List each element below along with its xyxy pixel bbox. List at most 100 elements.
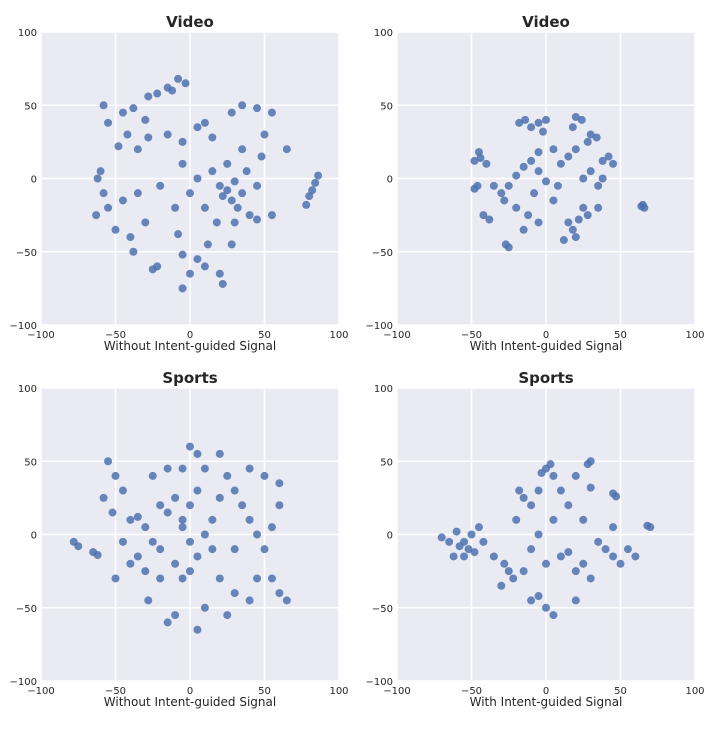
data-point (200, 603, 209, 612)
data-point (129, 104, 138, 113)
data-point (534, 486, 543, 495)
data-point (141, 218, 150, 227)
data-point (238, 101, 247, 110)
data-point (521, 115, 530, 124)
data-point (564, 218, 573, 227)
data-point (74, 542, 83, 551)
data-point (186, 567, 194, 576)
data-point (99, 493, 108, 502)
data-point (470, 548, 479, 557)
scatter-plot: −100−100 −50 −50 0 0 50 50 100 100 Video Without I… (10, 13, 349, 353)
data-point (208, 133, 217, 142)
x-tick-label: 50 (258, 686, 271, 697)
data-point (253, 215, 262, 224)
data-point (549, 196, 558, 205)
y-tick-label: −100 (10, 321, 37, 332)
data-point (230, 589, 239, 598)
data-point (245, 211, 254, 220)
data-point (556, 159, 565, 168)
y-tick-label: 0 (387, 175, 393, 186)
data-point (534, 167, 543, 176)
data-point (556, 552, 565, 561)
data-point (174, 74, 183, 83)
data-point (227, 240, 236, 249)
data-point (144, 133, 153, 142)
data-point (497, 189, 506, 198)
x-tick-label: −50 (105, 686, 126, 697)
data-point (153, 262, 162, 271)
data-point (163, 464, 172, 473)
y-tick-label: 100 (18, 384, 37, 395)
data-point (104, 203, 113, 212)
data-point (93, 551, 102, 560)
data-point (534, 148, 543, 157)
y-tick-label: 100 (374, 28, 393, 39)
data-point (111, 574, 120, 583)
data-point (568, 225, 577, 234)
data-point (542, 603, 550, 612)
x-tick-label: 100 (685, 686, 704, 697)
data-point (178, 137, 187, 146)
data-point (168, 86, 177, 95)
data-point (504, 567, 513, 576)
data-point (267, 108, 276, 117)
x-tick-label: −50 (461, 330, 482, 341)
data-point (549, 471, 558, 480)
data-point (598, 156, 607, 165)
data-point (571, 145, 580, 154)
data-point (212, 218, 221, 227)
panel-sports-with: −100 −100 −50 −50 0 0 50 50 100 100 Sports With Int… (356, 356, 715, 733)
data-point (118, 196, 127, 205)
data-point (609, 523, 618, 532)
data-point (601, 545, 610, 554)
data-point (200, 464, 209, 473)
data-point (571, 471, 580, 480)
y-tick-label: −100 (366, 677, 393, 688)
data-point (178, 515, 187, 524)
data-point (133, 552, 142, 561)
data-point (504, 181, 513, 190)
data-point (227, 108, 236, 117)
data-point (519, 567, 528, 576)
data-point (267, 523, 276, 532)
data-point (92, 211, 101, 220)
data-point (512, 203, 521, 212)
data-point (586, 574, 595, 583)
chart-title: Video (522, 13, 570, 31)
data-point (148, 471, 157, 480)
data-point (489, 552, 498, 561)
data-point (559, 236, 568, 245)
data-point (592, 133, 601, 142)
data-point (178, 250, 187, 259)
data-point (153, 89, 162, 98)
x-tick-label: −100 (383, 330, 410, 341)
data-point (200, 530, 209, 539)
data-point (111, 225, 120, 234)
data-point (126, 515, 135, 524)
data-point (571, 233, 580, 242)
y-tick-label: 100 (18, 28, 37, 39)
data-point (108, 508, 117, 517)
data-point (594, 203, 603, 212)
data-point (449, 552, 458, 561)
data-point (260, 471, 269, 480)
data-point (104, 457, 113, 466)
data-point (604, 152, 613, 161)
data-point (186, 269, 194, 278)
data-point (586, 167, 595, 176)
x-tick-label: 0 (187, 330, 193, 341)
data-point (497, 581, 506, 590)
data-point (186, 537, 194, 546)
data-point (571, 596, 580, 605)
data-point (579, 174, 588, 183)
data-point (631, 552, 640, 561)
data-point (500, 559, 509, 568)
data-point (612, 492, 621, 501)
data-point (93, 174, 102, 183)
panel-sports-without: −100 −100 −50 −50 0 0 50 50 100 100 Sports Without … (0, 356, 359, 733)
data-point (609, 159, 618, 168)
data-point (542, 115, 550, 124)
y-tick-label: −50 (16, 604, 37, 615)
x-tick-label: 50 (614, 330, 627, 341)
y-tick-label: 0 (387, 531, 393, 542)
